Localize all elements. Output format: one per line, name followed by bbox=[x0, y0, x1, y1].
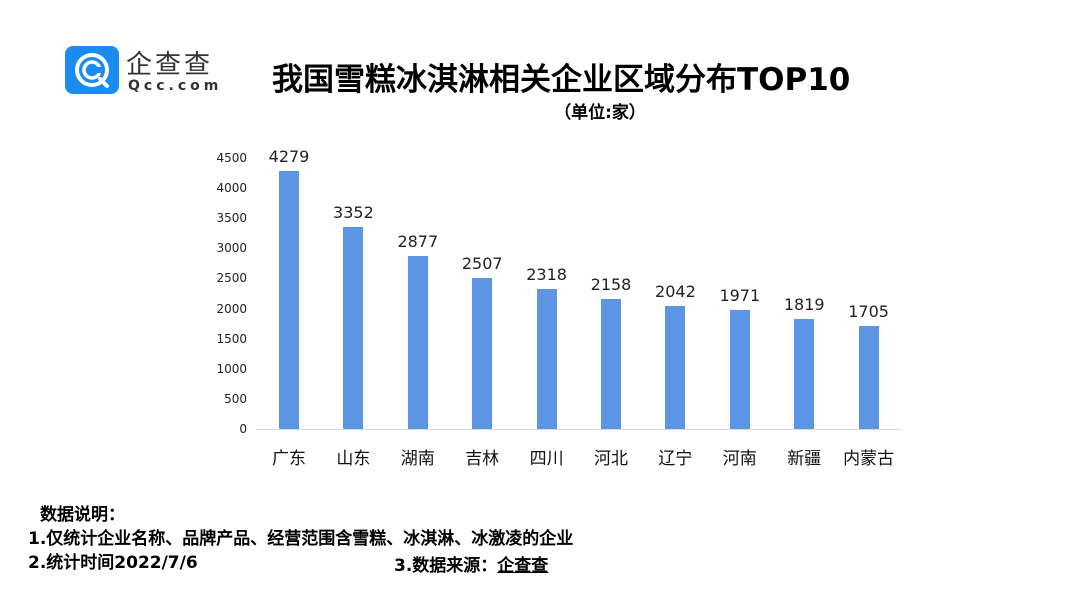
value-label: 2318 bbox=[526, 265, 567, 285]
x-category-label: 河北 bbox=[594, 449, 628, 469]
value-label: 3352 bbox=[333, 203, 374, 223]
x-category-label: 内蒙古 bbox=[843, 449, 895, 469]
x-axis-line bbox=[256, 429, 901, 430]
notes-line-1: 1.仅统计企业名称、品牌产品、经营范围含雪糕、冰淇淋、冰激凌的企业 bbox=[28, 529, 574, 549]
y-tick-label: 4500 bbox=[216, 151, 247, 165]
brand-name-en: Qcc.com bbox=[128, 78, 223, 94]
x-category-label: 新疆 bbox=[787, 449, 822, 469]
y-tick-label: 1000 bbox=[216, 361, 247, 376]
data-notes: 数据说明： 1.仅统计企业名称、品牌产品、经营范围含雪糕、冰淇淋、冰激凌的企业 … bbox=[28, 503, 573, 575]
bar-吉林 bbox=[472, 278, 493, 429]
y-tick-label: 3500 bbox=[216, 211, 247, 226]
bar-广东 bbox=[279, 171, 299, 429]
notes-line-3: 3.数据来源：企查查 bbox=[394, 551, 548, 576]
source-name: 企查查 bbox=[497, 556, 549, 576]
value-label: 2507 bbox=[461, 254, 503, 274]
value-label: 2877 bbox=[397, 231, 439, 251]
y-tick-label: 2500 bbox=[216, 271, 247, 286]
x-category-label: 湖南 bbox=[400, 449, 435, 469]
bar-湖南 bbox=[407, 255, 428, 429]
value-label: 4279 bbox=[268, 147, 310, 167]
value-label: 1971 bbox=[719, 286, 761, 306]
chart-subtitle: （单位:家） bbox=[554, 103, 646, 123]
bar-河南 bbox=[729, 310, 750, 429]
value-label: 2158 bbox=[590, 275, 632, 295]
logo bbox=[65, 46, 119, 94]
y-tick-label: 4000 bbox=[216, 181, 247, 196]
value-label: 2042 bbox=[655, 282, 696, 302]
value-label: 1819 bbox=[783, 295, 825, 315]
source-label: 3.数据来源： bbox=[394, 556, 498, 576]
bar-内蒙古 bbox=[858, 326, 879, 429]
x-category-label: 四川 bbox=[529, 449, 564, 469]
y-tick-label: 1500 bbox=[216, 331, 247, 346]
brand-name-cn: 企查查 bbox=[126, 50, 214, 80]
chart-title: 我国雪糕冰淇淋相关企业区域分布TOP10 bbox=[272, 62, 851, 98]
x-category-label: 河南 bbox=[722, 449, 757, 469]
x-category-label: 辽宁 bbox=[658, 449, 693, 469]
notes-line-2: 2.统计时间2022/7/6 bbox=[28, 553, 198, 573]
bar-新疆 bbox=[794, 319, 815, 429]
y-tick-label: 500 bbox=[224, 391, 247, 406]
x-category-label: 山东 bbox=[336, 449, 371, 469]
bar-山东 bbox=[343, 227, 364, 429]
y-tick-label: 0 bbox=[239, 422, 247, 436]
x-category-label: 吉林 bbox=[465, 449, 500, 469]
value-label: 1705 bbox=[848, 302, 889, 322]
bar-辽宁 bbox=[665, 306, 686, 429]
bar-四川 bbox=[536, 289, 557, 429]
x-category-label: 广东 bbox=[272, 449, 306, 469]
qcc-logo-icon bbox=[75, 53, 109, 88]
bar-河北 bbox=[601, 299, 621, 429]
y-tick-label: 3000 bbox=[216, 241, 247, 256]
notes-heading: 数据说明： bbox=[40, 505, 125, 525]
y-tick-label: 2000 bbox=[216, 301, 247, 316]
